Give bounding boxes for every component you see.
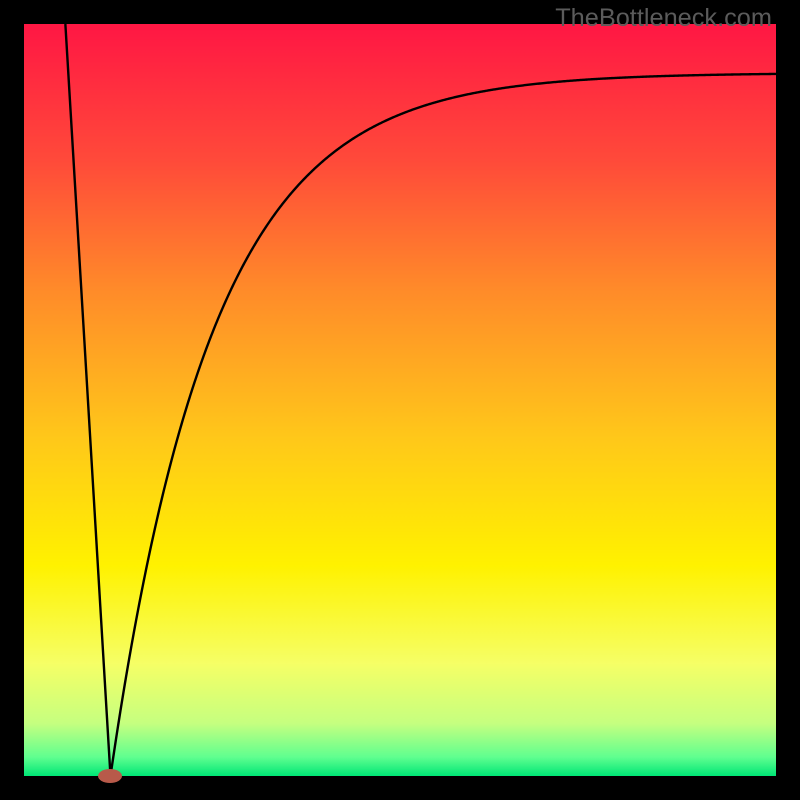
minimum-marker	[98, 769, 122, 783]
gradient-background	[24, 24, 776, 776]
watermark-label: TheBottleneck.com	[555, 4, 772, 32]
plot-area	[24, 24, 776, 776]
chart-container: TheBottleneck.com	[0, 0, 800, 800]
watermark-text: TheBottleneck.com	[555, 4, 772, 33]
